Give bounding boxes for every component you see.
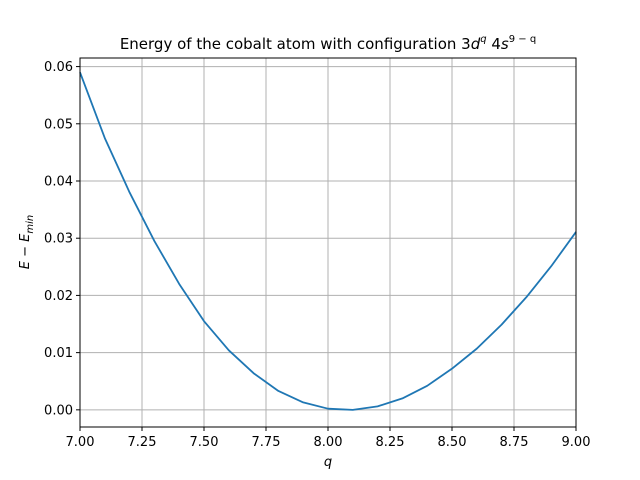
chart-title: Energy of the cobalt atom with configura… [120, 34, 536, 53]
y-tick-label: 0.01 [44, 346, 73, 361]
grid [79, 58, 577, 427]
y-tick-label: 0.02 [44, 289, 73, 304]
x-tick-label: 8.00 [314, 435, 343, 450]
x-axis-label: q [324, 455, 332, 470]
x-tick-label: 8.50 [438, 435, 467, 450]
x-tick-label: 7.75 [252, 435, 281, 450]
x-tick-label: 8.75 [500, 435, 529, 450]
y-tick-label: 0.00 [44, 403, 73, 418]
x-tick-label: 9.00 [562, 435, 591, 450]
y-tick-label: 0.06 [44, 60, 73, 75]
series-line [79, 71, 577, 411]
series-layer [79, 71, 577, 411]
x-tick-label: 8.25 [376, 435, 405, 450]
x-axis-ticks: 7.00 7.25 7.50 7.75 8.00 8.25 8.50 8.75 9.00 [66, 427, 591, 450]
y-tick-label: 0.04 [44, 175, 73, 190]
y-axis-ticks: 0.00 0.01 0.02 0.03 0.04 0.05 0.06 [44, 60, 80, 418]
y-tick-label: 0.03 [44, 232, 73, 247]
x-tick-label: 7.25 [128, 435, 157, 450]
x-tick-label: 7.00 [66, 435, 95, 450]
y-tick-label: 0.05 [44, 117, 73, 132]
y-axis-label: E − Emin [18, 215, 36, 269]
x-tick-label: 7.50 [190, 435, 219, 450]
